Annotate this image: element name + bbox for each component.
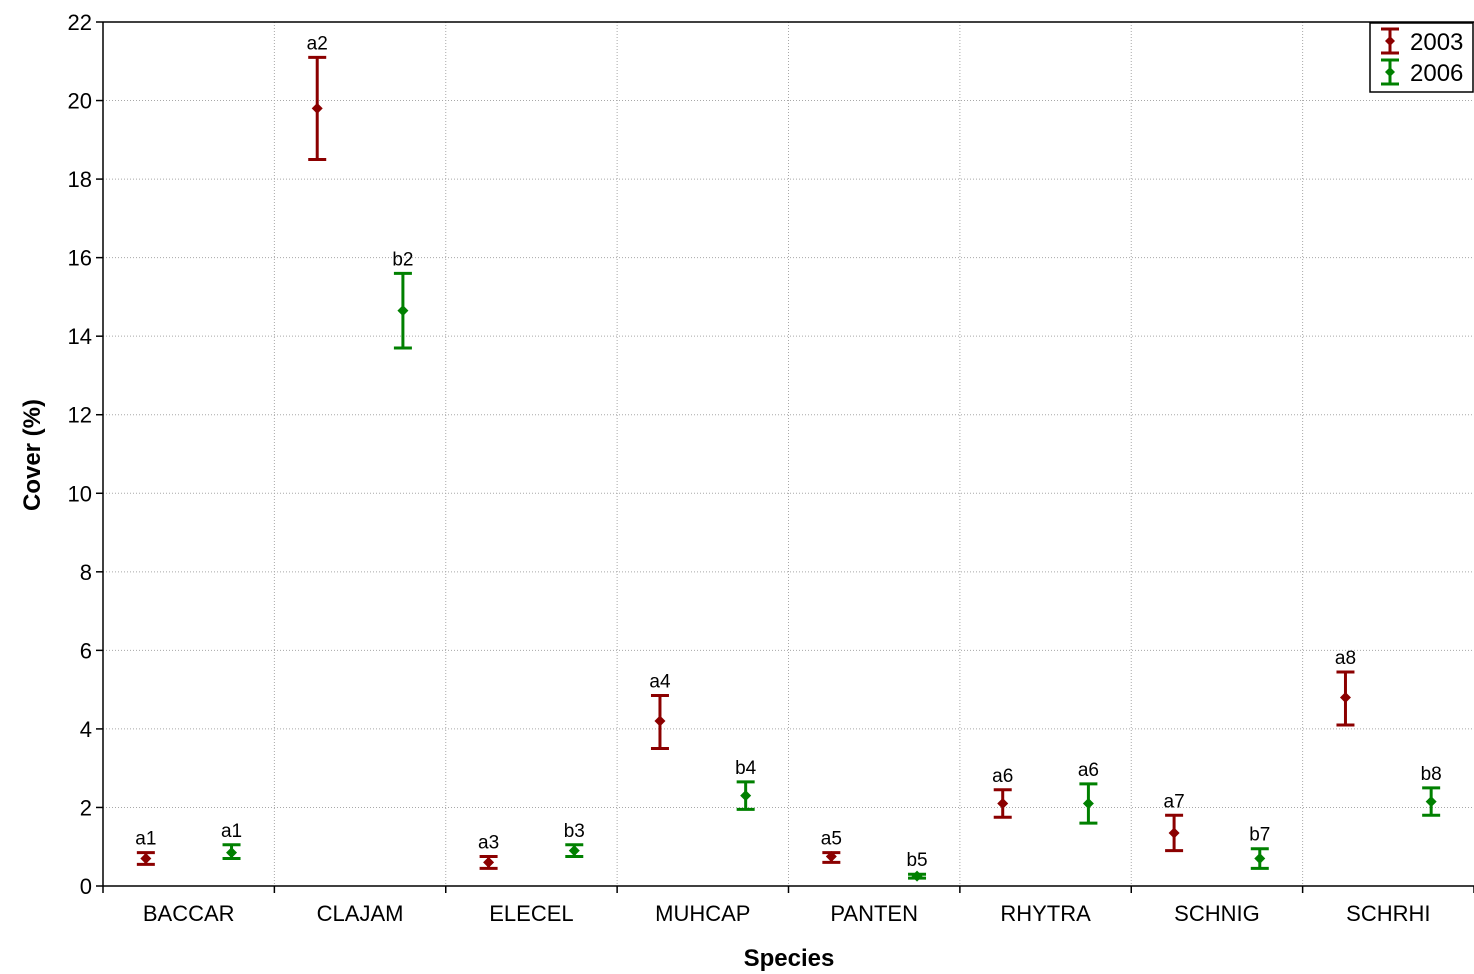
significance-label: a3 [478,833,499,854]
x-tick-label: SCHNIG [1174,901,1260,926]
y-tick-label: 16 [68,246,92,271]
y-tick-label: 2 [80,795,92,820]
y-tick-label: 14 [68,324,92,349]
data-point [1339,691,1351,703]
data-point [825,851,837,863]
series-2006: a1 b2 b3 b4 b5 a6 b7 b8 [221,249,1442,882]
x-tick-label: BACCAR [143,901,235,926]
significance-label: a6 [1078,760,1099,781]
significance-label: a1 [135,829,156,850]
y-tick-label: 6 [80,638,92,663]
data-point [740,790,752,802]
y-tick-label: 0 [80,874,92,899]
y-tick-label: 4 [80,717,92,742]
series-2003: a1 a2 a3 a4 a5 a6 a7 a8 [135,33,1356,870]
data-point [1168,827,1180,839]
y-tick-label: 18 [68,167,92,192]
significance-label: b5 [906,850,927,871]
y-axis-title: Cover (%) [19,399,46,511]
significance-label: a6 [992,766,1013,787]
legend-marker-point [1385,36,1395,46]
data-point [226,847,238,859]
legend-label: 2003 [1410,29,1463,56]
legend: 2003 2006 [1369,22,1474,93]
y-tick-label: 10 [68,481,92,506]
data-point [140,853,152,865]
significance-label: b7 [1249,825,1270,846]
x-axis-title: Species [744,945,835,972]
grid [103,21,1474,886]
significance-label: a7 [1164,791,1185,812]
legend-label: 2006 [1410,60,1463,87]
x-tick-label: SCHRHI [1346,901,1430,926]
data-point [997,798,1009,810]
y-tick-label: 22 [68,10,92,35]
data-point [397,305,409,317]
data-point [911,870,923,882]
y-tick-label: 8 [80,560,92,585]
significance-label: a1 [221,821,242,842]
significance-label: b8 [1421,764,1442,785]
significance-label: b2 [392,249,413,270]
x-tick-label: ELECEL [489,901,573,926]
data-point [311,102,323,114]
significance-label: a4 [649,672,671,693]
data-point [654,715,666,727]
significance-label: a8 [1335,648,1356,669]
x-tick-label: RHYTRA [1000,901,1091,926]
y-tick-label: 20 [68,89,92,114]
plot-area: a1 a2 a3 a4 a5 a6 a7 a8 a1 b2 b3 b4 b5 a6 b7 b8 [135,33,1442,882]
legend-marker-point [1385,67,1395,77]
x-tick-label: MUHCAP [655,901,750,926]
axes: 0 2 4 6 8 10 12 14 16 18 20 22 BACCAR CLAJAM ELECEL MUH… [68,10,1474,926]
significance-label: a2 [307,33,328,54]
y-tick-label: 12 [68,403,92,428]
data-point [1254,853,1266,865]
significance-label: b4 [735,758,757,779]
data-point [1082,798,1094,810]
legend-box [1369,22,1474,93]
significance-label: a5 [821,829,842,850]
data-point [483,856,495,868]
data-point [1425,796,1437,808]
x-tick-label: CLAJAM [317,901,404,926]
significance-label: b3 [564,821,585,842]
x-tick-label: PANTEN [830,901,918,926]
data-point [568,845,580,857]
